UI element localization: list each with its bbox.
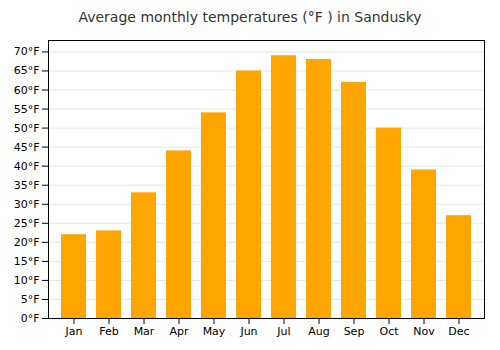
svg-text:Dec: Dec [448,325,469,338]
svg-text:30°F: 30°F [14,198,40,211]
svg-text:50°F: 50°F [14,122,40,135]
svg-text:Sep: Sep [344,325,365,338]
svg-text:Nov: Nov [413,325,435,338]
svg-text:10°F: 10°F [14,274,40,287]
svg-text:45°F: 45°F [14,141,40,154]
svg-text:Feb: Feb [99,325,118,338]
svg-text:70°F: 70°F [14,45,40,58]
svg-text:15°F: 15°F [14,255,40,268]
html-text:Average monthly temperatures (: Average monthly temperatures (°F ) in Sa… [78,9,422,25]
svg-text:25°F: 25°F [14,217,40,230]
svg-text:35°F: 35°F [14,179,40,192]
svg-text:May: May [203,325,226,338]
svg-text:Jul: Jul [276,325,290,338]
svg-text:0°F: 0°F [21,312,40,325]
svg-text:Aug: Aug [308,325,329,338]
svg-text:Jun: Jun [239,325,257,338]
svg-text:65°F: 65°F [14,64,40,77]
svg-text:60°F: 60°F [14,84,40,97]
svg-text:55°F: 55°F [14,103,40,116]
svg-text:Jan: Jan [65,325,83,338]
svg-text:40°F: 40°F [14,160,40,173]
svg-text:Mar: Mar [134,325,155,338]
svg-text:Oct: Oct [379,325,399,338]
svg-text:Apr: Apr [169,325,189,338]
svg-text:20°F: 20°F [14,236,40,249]
svg-text:5°F: 5°F [21,293,40,306]
